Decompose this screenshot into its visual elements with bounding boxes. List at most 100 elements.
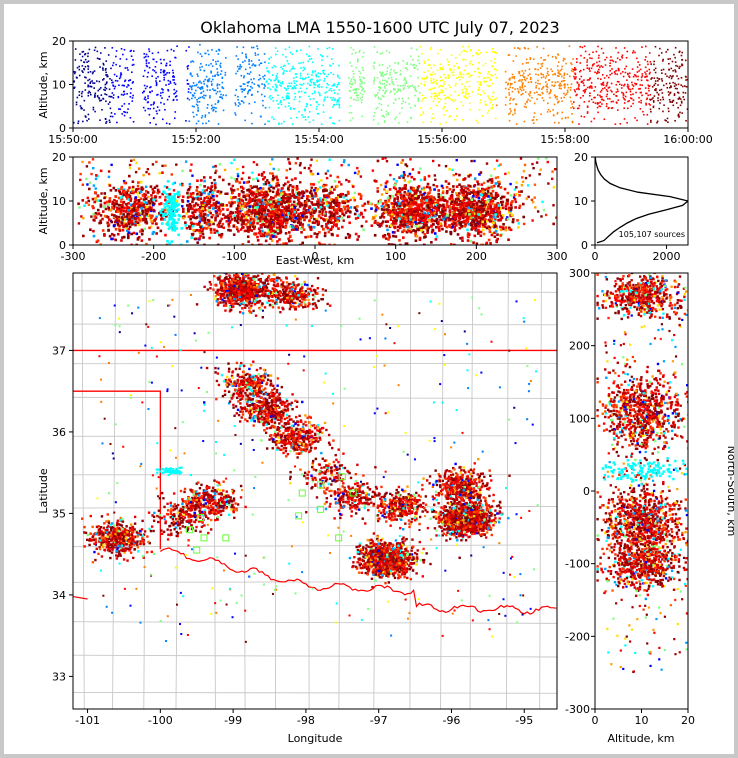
lightning-source-point bbox=[142, 218, 145, 222]
lightning-source-point bbox=[287, 185, 291, 188]
lightning-source-point bbox=[136, 216, 140, 220]
lightning-source-point bbox=[200, 205, 204, 208]
lightning-source-point bbox=[228, 220, 232, 223]
lightning-source-point bbox=[601, 103, 603, 105]
lightning-source-point bbox=[249, 66, 251, 69]
lightning-source-point bbox=[323, 195, 326, 198]
lightning-source-point bbox=[634, 117, 636, 119]
lightning-source-point bbox=[391, 81, 394, 83]
lightning-source-point bbox=[579, 97, 582, 99]
lightning-source-point bbox=[388, 77, 390, 80]
lightning-source-point bbox=[477, 121, 479, 124]
lightning-source-point bbox=[454, 99, 457, 101]
lightning-source-point bbox=[218, 175, 221, 179]
lightning-source-point bbox=[166, 180, 170, 183]
lightning-source-point bbox=[200, 179, 203, 182]
lightning-source-point bbox=[161, 97, 163, 99]
lightning-source-point bbox=[145, 205, 149, 209]
lightning-source-point bbox=[125, 203, 128, 206]
lightning-source-point bbox=[227, 228, 230, 232]
lightning-source-point bbox=[277, 183, 281, 187]
lightning-source-point bbox=[301, 193, 305, 196]
lightning-source-point bbox=[271, 116, 273, 119]
lightning-source-point bbox=[334, 219, 337, 223]
lightning-source-point bbox=[622, 75, 625, 78]
lightning-source-point bbox=[571, 106, 574, 108]
lightning-source-point bbox=[177, 193, 181, 197]
lightning-source-point bbox=[591, 57, 593, 60]
lightning-source-point bbox=[303, 204, 307, 207]
lightning-source-point bbox=[468, 76, 471, 78]
lightning-source-point bbox=[211, 65, 214, 67]
lightning-source-point bbox=[661, 92, 664, 94]
lightning-source-point bbox=[278, 231, 282, 235]
lightning-source-point bbox=[271, 74, 274, 76]
lightning-source-point bbox=[344, 236, 348, 240]
lightning-source-point bbox=[320, 86, 323, 88]
lightning-source-point bbox=[200, 116, 203, 119]
lightning-source-point bbox=[156, 94, 158, 96]
lightning-source-point bbox=[448, 75, 451, 78]
lightning-source-point bbox=[669, 82, 671, 85]
lightning-source-point bbox=[209, 176, 212, 179]
lightning-source-point bbox=[196, 179, 199, 183]
lightning-source-point bbox=[123, 90, 125, 93]
lightning-source-point bbox=[152, 208, 155, 212]
lightning-source-point bbox=[325, 222, 328, 226]
lightning-source-point bbox=[198, 237, 201, 240]
lightning-source-point bbox=[88, 48, 91, 51]
lightning-source-point bbox=[409, 222, 412, 226]
lightning-source-point bbox=[487, 95, 489, 97]
lightning-source-point bbox=[234, 114, 237, 116]
lightning-source-point bbox=[191, 85, 194, 87]
lightning-source-point bbox=[599, 96, 602, 98]
lightning-source-point bbox=[218, 83, 221, 86]
lightning-source-point bbox=[320, 123, 323, 126]
lightning-source-point bbox=[402, 84, 404, 87]
lightning-source-point bbox=[188, 99, 191, 101]
lightning-source-point bbox=[621, 56, 624, 59]
lightning-source-point bbox=[322, 104, 325, 106]
lightning-source-point bbox=[658, 54, 660, 57]
lightning-source-point bbox=[74, 59, 77, 61]
lightning-source-point bbox=[341, 192, 345, 196]
lightning-source-point bbox=[258, 231, 261, 235]
lightning-source-point bbox=[153, 102, 155, 104]
lightning-source-point bbox=[203, 97, 205, 99]
lightning-source-point bbox=[189, 217, 192, 221]
lightning-source-point bbox=[241, 165, 245, 169]
lightning-source-point bbox=[552, 73, 554, 76]
lightning-source-point bbox=[272, 208, 276, 211]
lightning-source-point bbox=[462, 45, 464, 48]
lightning-source-point bbox=[254, 199, 257, 202]
lightning-source-point bbox=[206, 107, 209, 109]
lightning-source-point bbox=[249, 88, 251, 91]
lightning-source-point bbox=[530, 81, 533, 83]
lightning-source-point bbox=[301, 241, 305, 245]
lightning-source-point bbox=[109, 115, 112, 118]
lightning-source-point bbox=[174, 92, 177, 94]
lightning-source-point bbox=[651, 85, 654, 88]
lightning-source-point bbox=[264, 182, 268, 186]
lightning-source-point bbox=[485, 104, 487, 106]
lightning-source-point bbox=[443, 73, 445, 76]
lightning-source-point bbox=[330, 96, 332, 99]
lightning-source-point bbox=[478, 86, 480, 89]
lightning-source-point bbox=[155, 77, 158, 80]
lightning-source-point bbox=[284, 105, 287, 108]
lightning-source-point bbox=[348, 221, 352, 225]
lightning-source-point bbox=[373, 80, 375, 82]
lightning-source-point bbox=[578, 85, 580, 87]
lightning-source-point bbox=[401, 159, 405, 162]
lightning-source-point bbox=[103, 214, 107, 218]
lightning-source-point bbox=[309, 78, 312, 81]
lightning-source-point bbox=[511, 87, 514, 89]
lightning-source-point bbox=[251, 87, 254, 89]
lightning-source-point bbox=[236, 221, 240, 225]
lightning-source-point bbox=[522, 89, 525, 91]
lightning-source-point bbox=[470, 74, 473, 77]
lightning-source-point bbox=[312, 211, 316, 215]
lightning-source-point bbox=[320, 179, 323, 182]
lightning-source-point bbox=[81, 107, 83, 110]
lightning-source-point bbox=[284, 182, 287, 186]
